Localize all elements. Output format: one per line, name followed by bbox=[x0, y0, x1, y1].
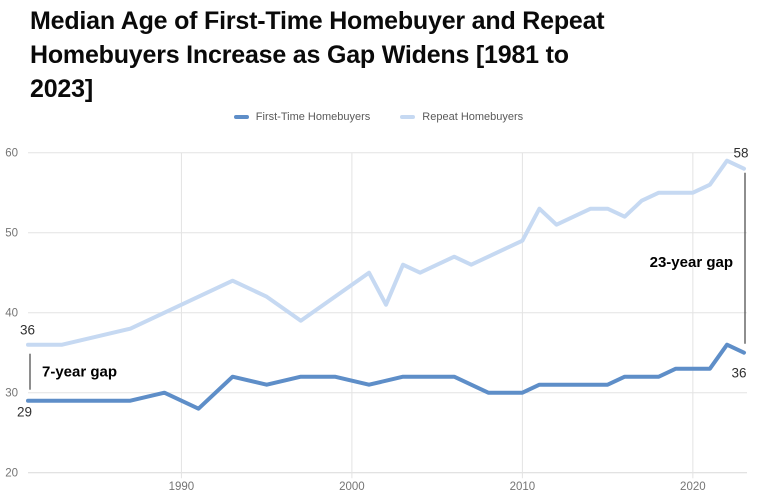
legend-swatch-first-time-icon bbox=[233, 115, 249, 119]
svg-text:2000: 2000 bbox=[339, 481, 365, 493]
svg-text:36: 36 bbox=[731, 366, 746, 381]
svg-text:60: 60 bbox=[5, 148, 18, 160]
gap-annotations: 7-year gap 23-year gap bbox=[29, 172, 746, 390]
svg-text:30: 30 bbox=[5, 388, 18, 400]
svg-text:58: 58 bbox=[733, 146, 748, 161]
data-series-lines bbox=[26, 158, 746, 411]
svg-text:23-year gap: 23-year gap bbox=[650, 254, 733, 271]
legend-item-repeat: Repeat Homebuyers bbox=[400, 111, 523, 123]
legend-label-first-time: First-Time Homebuyers bbox=[255, 111, 371, 123]
point-value-labels: 36 29 58 36 bbox=[17, 146, 749, 420]
legend-item-first-time: First-Time Homebuyers bbox=[233, 111, 371, 123]
horizontal-gridlines bbox=[28, 152, 747, 474]
chart-legend: First-Time Homebuyers Repeat Homebuyers bbox=[0, 106, 757, 128]
svg-text:29: 29 bbox=[17, 405, 32, 420]
chart-title-line-1: Median Age of First-Time Homebuyer and R… bbox=[30, 7, 605, 35]
chart-title-line-2: Homebuyers Increase as Gap Widens [1981 … bbox=[30, 41, 569, 69]
svg-text:1990: 1990 bbox=[169, 481, 195, 493]
svg-text:2020: 2020 bbox=[680, 481, 706, 493]
line-chart: 20 30 40 50 60 1990 2000 2010 2020 7-year gap 23… bbox=[5, 146, 749, 493]
svg-text:50: 50 bbox=[5, 228, 18, 240]
svg-text:7-year gap: 7-year gap bbox=[42, 364, 117, 381]
chart-title: Median Age of First-Time Homebuyer and R… bbox=[30, 4, 730, 106]
chart-title-line-3: 2023] bbox=[30, 75, 93, 103]
vertical-gridlines bbox=[180, 152, 694, 479]
legend-swatch-repeat-icon bbox=[400, 115, 416, 119]
svg-text:2010: 2010 bbox=[510, 481, 536, 493]
svg-text:36: 36 bbox=[20, 323, 35, 338]
legend-label-repeat: Repeat Homebuyers bbox=[422, 111, 524, 123]
series-line-first-time-homebuyers bbox=[26, 342, 746, 411]
svg-text:20: 20 bbox=[5, 468, 18, 480]
svg-text:40: 40 bbox=[5, 308, 18, 320]
y-axis-tick-labels: 20 30 40 50 60 bbox=[5, 148, 18, 480]
series-line-repeat-homebuyers bbox=[26, 158, 746, 347]
x-axis-tick-labels: 1990 2000 2010 2020 bbox=[169, 481, 706, 493]
